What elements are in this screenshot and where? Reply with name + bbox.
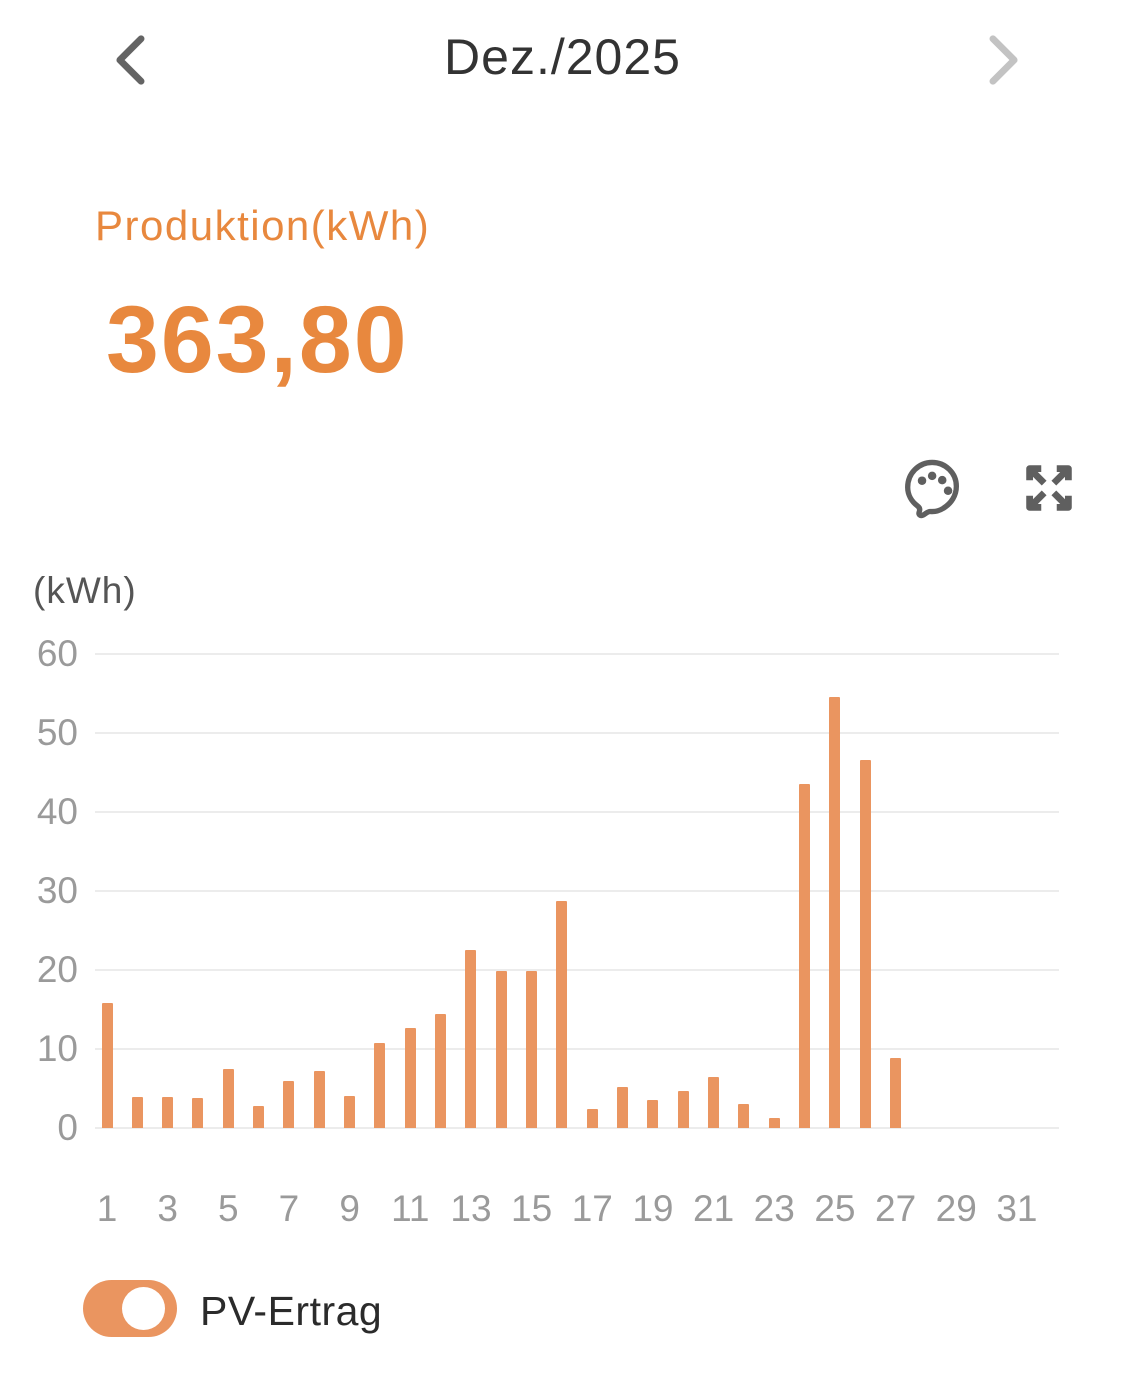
x-tick-11: 11 — [391, 1188, 430, 1229]
x-tick-23: 23 — [753, 1188, 795, 1229]
expand-button[interactable] — [1018, 457, 1080, 519]
legend-label: PV-Ertrag — [200, 1288, 383, 1334]
bar-day-9[interactable] — [344, 1096, 356, 1128]
y-tick-20: 20 — [36, 949, 78, 990]
bar-day-19[interactable] — [647, 1099, 659, 1128]
palette-button[interactable] — [896, 452, 964, 520]
chart-plot-area — [95, 653, 1059, 1129]
bar-day-4[interactable] — [192, 1097, 204, 1128]
palette-icon — [905, 459, 960, 519]
x-tick-1: 1 — [96, 1188, 118, 1229]
bar-day-25[interactable] — [829, 696, 841, 1128]
x-tick-15: 15 — [511, 1188, 553, 1229]
bar-day-8[interactable] — [313, 1071, 325, 1128]
y-tick-10: 10 — [36, 1028, 78, 1069]
bar-day-18[interactable] — [617, 1086, 629, 1128]
expand-arrows-icon — [1026, 465, 1072, 511]
bar-day-11[interactable] — [404, 1028, 416, 1128]
x-tick-29: 29 — [935, 1188, 977, 1229]
bar-day-13[interactable] — [465, 950, 477, 1128]
x-tick-7: 7 — [278, 1188, 300, 1229]
bar-day-6[interactable] — [253, 1105, 265, 1128]
bar-day-21[interactable] — [708, 1076, 720, 1128]
production-value: 363,80 — [106, 287, 409, 393]
toggle-knob — [122, 1287, 165, 1330]
y-tick-0: 0 — [57, 1107, 78, 1148]
bar-day-20[interactable] — [677, 1090, 689, 1128]
y-tick-50: 50 — [36, 712, 78, 753]
bar-day-5[interactable] — [222, 1068, 234, 1128]
chevron-right-icon — [989, 35, 1018, 85]
prev-month-button[interactable] — [100, 26, 168, 94]
bar-day-1[interactable] — [101, 1003, 113, 1128]
bar-day-10[interactable] — [374, 1043, 386, 1128]
x-tick-3: 3 — [157, 1188, 178, 1229]
y-tick-40: 40 — [36, 791, 78, 832]
bar-day-7[interactable] — [283, 1080, 295, 1128]
bar-day-12[interactable] — [435, 1014, 447, 1128]
x-tick-25: 25 — [814, 1188, 856, 1229]
y-tick-60: 60 — [36, 633, 78, 674]
gridline-30 — [95, 890, 1059, 892]
bar-day-3[interactable] — [162, 1097, 174, 1128]
x-tick-9: 9 — [339, 1188, 360, 1229]
production-chart: (kWh) 0 10 20 30 40 50 60 1 3 5 7 9 11 13 15 17 19 21 23 2… — [0, 560, 1125, 1260]
x-axis: 1 3 5 7 9 11 13 15 17 19 21 23 25 27 29 31 — [95, 1188, 1059, 1234]
bar-day-26[interactable] — [859, 759, 871, 1128]
y-axis: 0 10 20 30 40 50 60 — [0, 635, 78, 1146]
bar-day-23[interactable] — [768, 1117, 780, 1128]
gridline-20 — [95, 969, 1059, 971]
month-title: Dez./2025 — [444, 29, 681, 85]
x-tick-19: 19 — [632, 1188, 674, 1229]
gridline-60 — [95, 653, 1059, 655]
x-tick-13: 13 — [450, 1188, 492, 1229]
bar-day-24[interactable] — [799, 784, 811, 1128]
x-tick-27: 27 — [875, 1188, 917, 1229]
bar-day-27[interactable] — [890, 1058, 902, 1128]
next-month-button[interactable] — [966, 26, 1034, 94]
y-axis-unit-label: (kWh) — [33, 570, 137, 611]
chevron-left-icon — [116, 35, 145, 85]
gridline-10 — [95, 1048, 1059, 1050]
bar-day-14[interactable] — [495, 970, 507, 1128]
pv-ertrag-toggle[interactable] — [83, 1280, 177, 1337]
y-tick-30: 30 — [36, 870, 78, 911]
x-tick-17: 17 — [571, 1188, 613, 1229]
production-label: Produktion(kWh) — [95, 202, 431, 249]
x-tick-21: 21 — [693, 1188, 735, 1229]
x-tick-31: 31 — [996, 1188, 1038, 1229]
bar-day-15[interactable] — [526, 970, 538, 1128]
x-tick-5: 5 — [218, 1188, 239, 1229]
gridline-40 — [95, 811, 1059, 813]
bar-day-2[interactable] — [131, 1097, 143, 1128]
bar-day-22[interactable] — [738, 1104, 750, 1128]
bar-day-16[interactable] — [556, 901, 568, 1128]
gridline-50 — [95, 732, 1059, 734]
gridline-0 — [95, 1127, 1059, 1129]
bar-day-17[interactable] — [586, 1109, 598, 1128]
